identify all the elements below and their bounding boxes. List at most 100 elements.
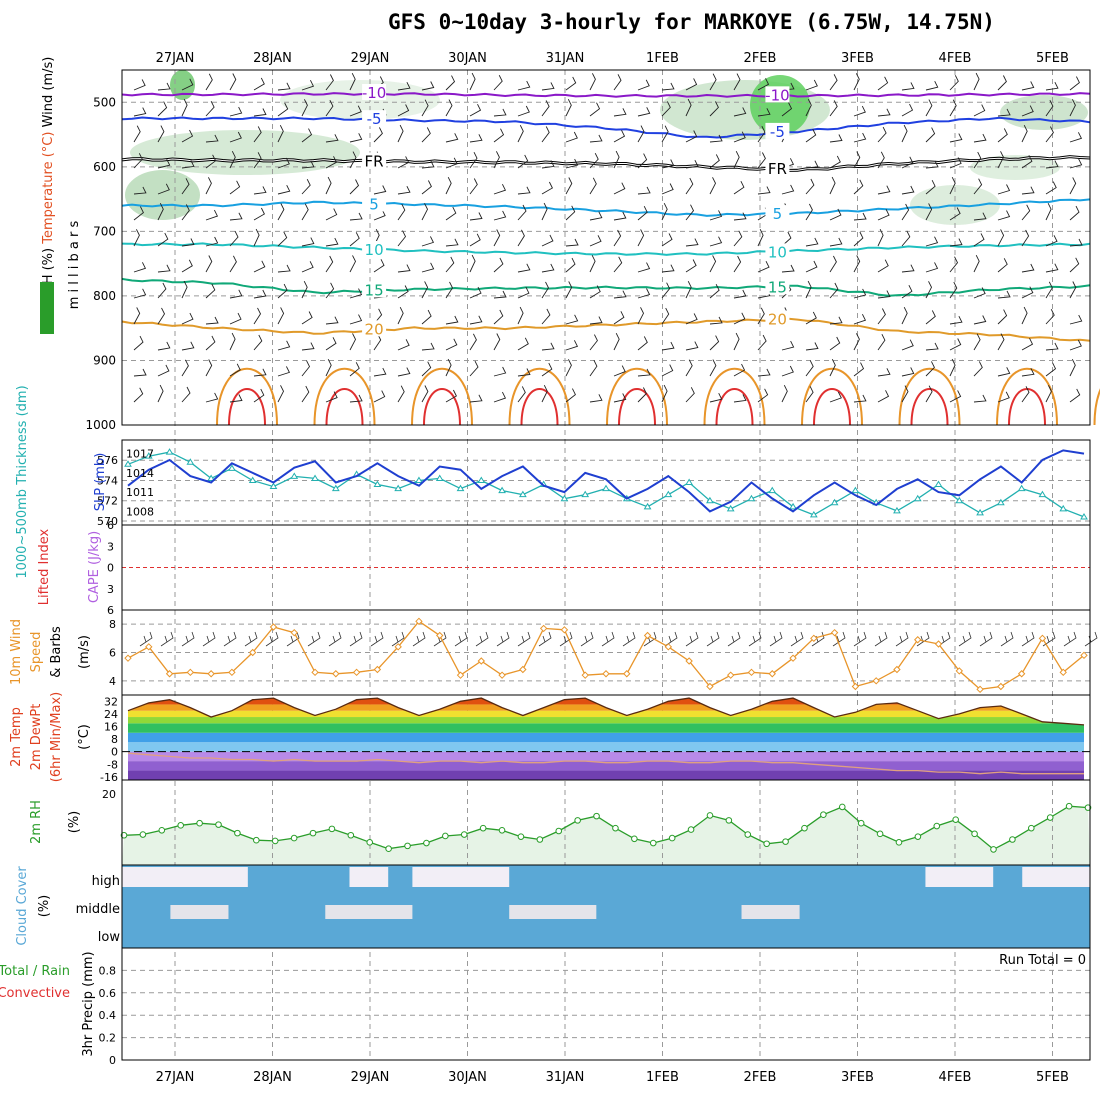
thickness-line-point xyxy=(124,460,132,467)
wind-barb xyxy=(613,108,627,117)
date-label-top: 4FEB xyxy=(939,51,972,66)
wind-barb xyxy=(829,237,843,247)
wind-barb xyxy=(949,176,956,195)
wind-barb xyxy=(253,186,267,195)
wind10-barb xyxy=(580,631,594,647)
wind-barb xyxy=(709,359,717,377)
wind-barb xyxy=(997,210,1011,221)
freezing-line-core xyxy=(121,156,1091,171)
panel-ylabel-part: Cloud Cover xyxy=(15,866,30,946)
wind-barb xyxy=(229,312,242,325)
rh2m-line-point xyxy=(253,836,260,844)
wind-barb xyxy=(1045,160,1059,169)
temperature-cell-25 xyxy=(411,367,473,426)
wind-barb xyxy=(133,288,147,299)
panel-ylabel-part: SLP (mb) xyxy=(93,453,108,512)
wind-barb xyxy=(781,365,794,377)
wind10-barb xyxy=(307,631,321,647)
wind-barb xyxy=(901,284,913,299)
wind-barb xyxy=(997,258,1008,273)
wind-barb xyxy=(301,160,315,169)
wind-barb xyxy=(517,124,524,143)
date-label-bottom: 4FEB xyxy=(939,1070,972,1085)
wind-barb xyxy=(661,384,668,403)
wind-barb xyxy=(421,81,435,91)
wind-barb xyxy=(661,101,671,117)
wind-barb xyxy=(781,264,795,273)
wind-barb xyxy=(421,160,435,169)
thickness-line-point xyxy=(643,502,652,510)
wind-barb xyxy=(685,204,695,221)
wind-barb xyxy=(733,312,746,325)
wind-barb xyxy=(829,100,838,117)
wind-barb xyxy=(805,260,818,273)
temperature-cell-25 xyxy=(313,367,376,426)
rh2m-line-point xyxy=(744,831,752,838)
wind-barb xyxy=(301,342,315,351)
cloud-high-clear xyxy=(1022,867,1090,887)
wind-barb xyxy=(517,306,524,325)
wind-barb xyxy=(229,106,243,117)
wind-barb xyxy=(253,289,267,299)
date-label-bottom: 31JAN xyxy=(546,1070,585,1085)
wind-barb xyxy=(925,361,935,377)
wind-barb xyxy=(1021,337,1034,351)
wind-barb xyxy=(397,306,404,325)
thickness-tick-label: 574 xyxy=(97,474,118,487)
rh2m-line-point xyxy=(782,838,789,845)
wind-barb xyxy=(949,238,963,247)
wind-barb xyxy=(805,98,812,117)
date-label-bottom: 2FEB xyxy=(744,1070,777,1085)
wind-barb xyxy=(421,262,435,273)
wind10-line-point xyxy=(207,670,215,678)
wind-barb xyxy=(325,316,339,325)
wind10-barb xyxy=(475,631,489,647)
wind-barb xyxy=(1069,158,1083,169)
wind10-line-point xyxy=(165,670,174,678)
wind-barb xyxy=(469,72,476,91)
thickness-line-point xyxy=(685,478,694,485)
wind-barb xyxy=(325,208,338,221)
wind-barb xyxy=(901,82,915,91)
wind-barb xyxy=(349,333,357,351)
rh2m-line-point xyxy=(517,833,525,840)
wind-barb xyxy=(325,99,334,117)
wind-barb xyxy=(421,99,429,117)
rh2m-line-point xyxy=(687,826,695,833)
wind-barb xyxy=(973,151,982,169)
wind10-line-point xyxy=(726,671,735,679)
wind10-barb xyxy=(958,631,972,647)
wind-barb xyxy=(997,309,1008,325)
wind-barb xyxy=(925,127,936,143)
wind-barb xyxy=(757,152,766,169)
thickness-line-point xyxy=(394,484,403,492)
wind-barb xyxy=(229,230,239,247)
dewpt2m-line xyxy=(127,752,1084,775)
temp-color-band xyxy=(128,698,1084,705)
wind-barb xyxy=(133,186,147,195)
wind-barb xyxy=(229,289,243,299)
wind10-barb xyxy=(454,631,468,647)
wind-barb xyxy=(829,208,842,221)
wind-barb xyxy=(565,257,576,273)
wind10-line-point xyxy=(810,634,818,643)
rh2m-line-point xyxy=(971,830,978,838)
wind-barb xyxy=(1069,76,1080,91)
rh2m-line-point xyxy=(914,833,922,840)
temp-color-band xyxy=(128,770,1084,780)
wind-barb xyxy=(949,207,961,221)
thickness-line-point xyxy=(726,504,735,512)
wind-barb xyxy=(181,78,194,91)
wind-barb xyxy=(709,392,723,403)
panel-ylabel: 1000~500mb Thickness (dm) xyxy=(15,385,30,578)
wind-barb xyxy=(1045,235,1058,247)
thickness-line-point xyxy=(186,458,195,465)
wind-barb xyxy=(829,176,836,195)
wind-barb xyxy=(901,264,915,273)
temperature-cell-30 xyxy=(910,388,949,426)
contour-label-bg xyxy=(362,320,387,337)
wind-barb xyxy=(709,101,719,117)
thickness-line-point xyxy=(477,476,486,483)
wind-barb xyxy=(661,233,673,247)
rh2m-line-point xyxy=(366,839,374,846)
